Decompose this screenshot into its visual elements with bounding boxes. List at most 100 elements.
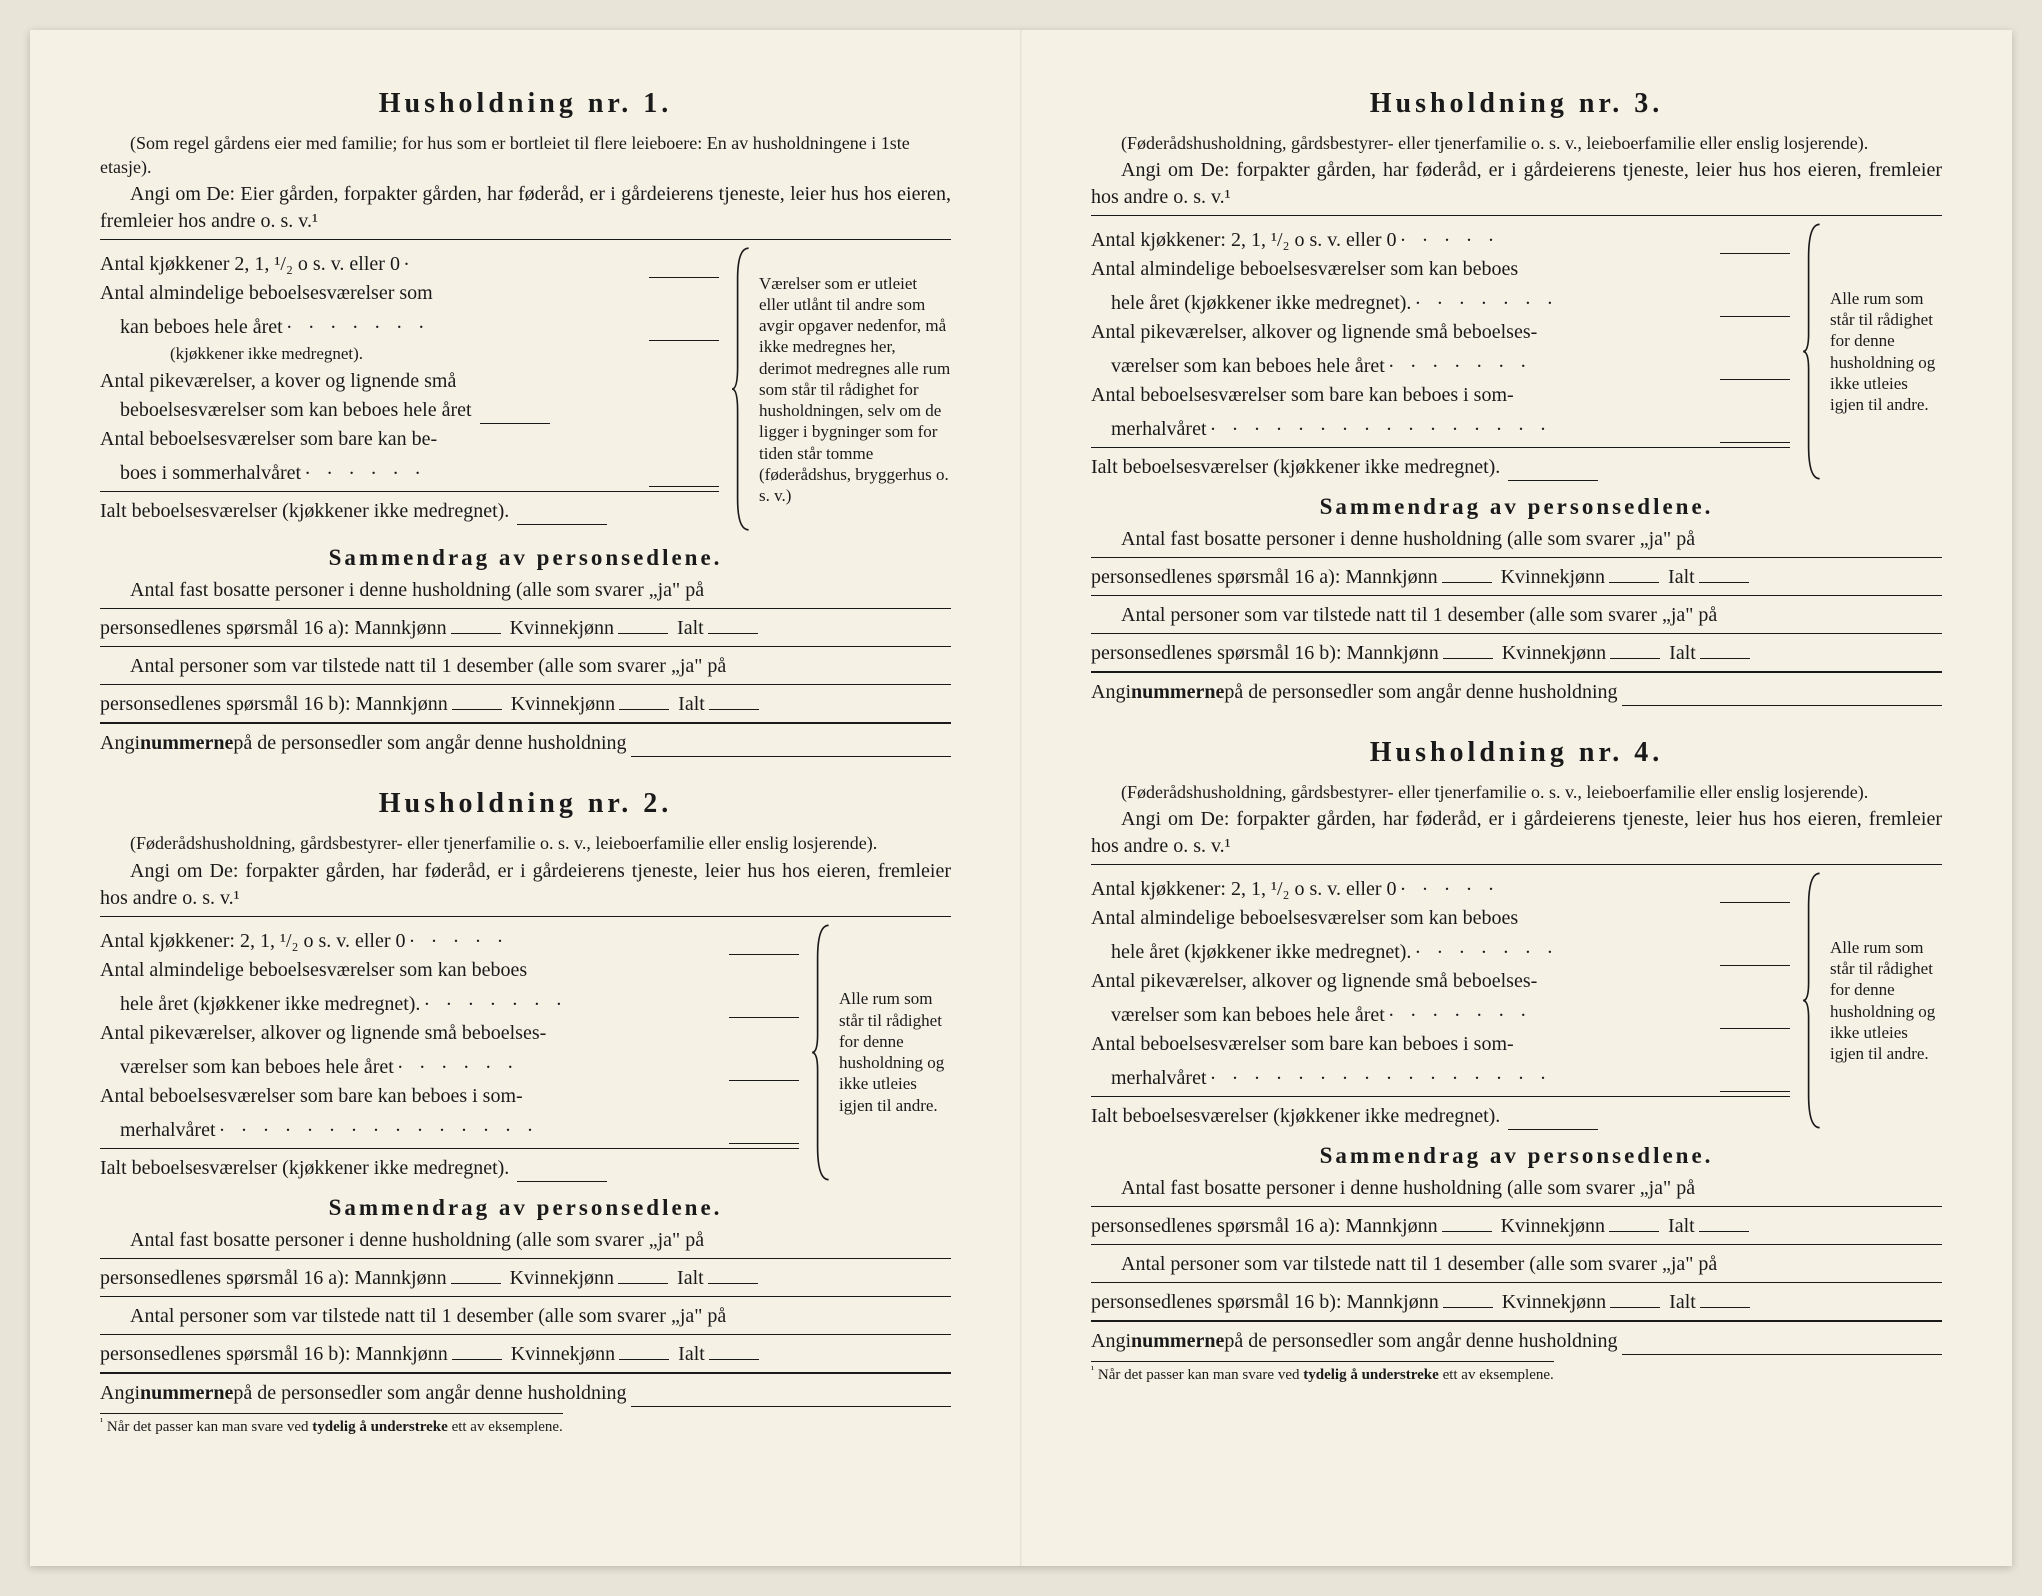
dots: . . . . . . .	[424, 986, 725, 1014]
rooms-year-field[interactable]	[649, 324, 719, 341]
female-field[interactable]	[619, 693, 669, 710]
label: Ialt beboelsesværelser (kjøkkener ikke m…	[100, 1155, 509, 1182]
total-field[interactable]	[1699, 1215, 1749, 1232]
household-2: Husholdning nr. 2. (Føderådshusholdning,…	[100, 785, 951, 1438]
label: merhalvåret	[1091, 1065, 1207, 1092]
summer-field[interactable]	[649, 470, 719, 487]
angi-field[interactable]	[631, 1390, 951, 1407]
male-field[interactable]	[1442, 566, 1492, 583]
footnote-text: ¹ Når det passer kan man svare ved tydel…	[100, 1413, 563, 1437]
rooms-list: Antal kjøkkener: 2, 1, ¹/₂ o s. v. eller…	[1091, 871, 1790, 1130]
summer-field[interactable]	[1720, 1075, 1790, 1092]
rule	[1091, 633, 1942, 634]
total-field[interactable]	[709, 693, 759, 710]
maid-row-2: beboelsesværelser som kan beboes hele år…	[100, 397, 719, 424]
rooms-year-row: Antal almindelige beboelsesværelser som	[100, 280, 719, 307]
footnote-text: ¹ Når det passer kan man svare ved tydel…	[1091, 1361, 1554, 1385]
summer-field[interactable]	[729, 1127, 799, 1144]
total-field[interactable]	[709, 1343, 759, 1360]
label: Ialt beboelsesværelser (kjøkkener ikke m…	[1091, 1103, 1500, 1130]
angi-bold: nummerne	[1131, 679, 1224, 706]
kitchens-field[interactable]	[729, 938, 799, 955]
label: merhalvåret	[100, 1117, 216, 1144]
dots: . . . . . . .	[1415, 285, 1716, 313]
rule	[1091, 1244, 1942, 1245]
male-field[interactable]	[452, 1343, 502, 1360]
total-field[interactable]	[1508, 1113, 1598, 1130]
maid-field[interactable]	[480, 407, 550, 424]
kitchens-field[interactable]	[1720, 237, 1790, 254]
residents-intro: Antal fast bosatte personer i denne hush…	[100, 577, 951, 604]
female-field[interactable]	[1609, 566, 1659, 583]
maid-field[interactable]	[1720, 363, 1790, 380]
angi-row: Angi nummerne på de personsedler som ang…	[100, 1380, 951, 1407]
male-field[interactable]	[1443, 1291, 1493, 1308]
rule	[100, 239, 951, 240]
rooms-year-field[interactable]	[729, 1001, 799, 1018]
female-field[interactable]	[618, 617, 668, 634]
female-field[interactable]	[619, 1343, 669, 1360]
household-3-title: Husholdning nr. 3.	[1091, 85, 1942, 123]
maid-row: Antal pikeværelser, alkover og lignende …	[100, 1020, 799, 1047]
female-field[interactable]	[618, 1267, 668, 1284]
angi-field[interactable]	[1622, 689, 1942, 706]
household-3-rooms: Antal kjøkkener: 2, 1, ¹/₂ o s. v. eller…	[1091, 222, 1942, 481]
dots: . . . . . . . . . . . . . . . .	[1211, 1060, 1717, 1088]
total-field[interactable]	[708, 617, 758, 634]
maid-field[interactable]	[1720, 1012, 1790, 1029]
rooms-list: Antal kjøkkener: 2, 1, ¹/₂ o s. v. eller…	[1091, 222, 1790, 481]
maid-row: Antal pikeværelser, alkover og lignende …	[1091, 319, 1790, 346]
label: personsedlenes spørsmål 16 a): Mannkjønn	[1091, 1215, 1438, 1237]
label: Kvinnekjønn	[1501, 1215, 1605, 1237]
dots: . . . . . .	[398, 1049, 725, 1077]
total-field[interactable]	[1699, 566, 1749, 583]
total-field[interactable]	[517, 508, 607, 525]
rooms-year-field[interactable]	[1720, 949, 1790, 966]
angi-pre: Angi	[1091, 1328, 1131, 1355]
male-field[interactable]	[452, 693, 502, 710]
angi-pre: Angi	[100, 1380, 140, 1407]
summer-row-2: boes i sommerhalvåret . . . . . .	[100, 455, 719, 487]
curly-brace-icon	[731, 246, 753, 532]
angi-row: Angi nummerne på de personsedler som ang…	[1091, 1328, 1942, 1355]
label: Antal beboelsesværelser som bare kan beb…	[1091, 1031, 1514, 1058]
rule	[1091, 1282, 1942, 1283]
label: Antal pikeværelser, alkover og lignende …	[100, 1020, 546, 1047]
kitchens-field[interactable]	[1720, 886, 1790, 903]
total-field[interactable]	[708, 1267, 758, 1284]
rooms-list: Antal kjøkkener: 2, 1, ¹/₂ o s. v. eller…	[100, 923, 799, 1182]
rooms-year-row-2: kan beboes hele året . . . . . . .	[100, 309, 719, 341]
male-field[interactable]	[1442, 1215, 1492, 1232]
total-field[interactable]	[1508, 464, 1598, 481]
kitchens-label: Antal kjøkkener 2, 1, ¹/₂ o s. v. eller …	[100, 251, 400, 278]
label: (kjøkkener ikke medregnet).	[170, 343, 363, 366]
label: personsedlenes spørsmål 16 b): Mannkjønn	[1091, 1291, 1439, 1313]
label: kan beboes hele året	[100, 314, 283, 341]
male-field[interactable]	[451, 1267, 501, 1284]
total-field[interactable]	[1700, 642, 1750, 659]
q16b-row: personsedlenes spørsmål 16 b): Mannkjønn…	[100, 1341, 951, 1368]
male-field[interactable]	[1443, 642, 1493, 659]
maid-row: Antal pikeværelser, a kover og lignende …	[100, 368, 719, 395]
rooms-year-field[interactable]	[1720, 300, 1790, 317]
rooms-year-row: Antal almindelige beboelsesværelser som …	[1091, 256, 1790, 283]
dots: . . . . .	[1401, 222, 1717, 250]
dots: . . . . .	[410, 923, 726, 951]
kvinne-label: Kvinnekjønn	[510, 617, 614, 639]
summer-field[interactable]	[1720, 426, 1790, 443]
maid-field[interactable]	[729, 1064, 799, 1081]
female-field[interactable]	[1610, 1291, 1660, 1308]
dots: . . . . . . .	[1415, 934, 1716, 962]
female-field[interactable]	[1609, 1215, 1659, 1232]
label: personsedlenes spørsmål 16 a): Mannkjønn	[1091, 566, 1438, 588]
label: Kvinnekjønn	[511, 1343, 615, 1365]
angi-field[interactable]	[631, 740, 951, 757]
total-field[interactable]	[1700, 1291, 1750, 1308]
left-page: Husholdning nr. 1. (Som regel gårdens ei…	[30, 30, 1021, 1566]
kitchens-field[interactable]	[649, 261, 719, 278]
angi-field[interactable]	[1622, 1338, 1942, 1355]
residents-intro: Antal fast bosatte personer i denne hush…	[1091, 1175, 1942, 1202]
male-field[interactable]	[451, 617, 501, 634]
female-field[interactable]	[1610, 642, 1660, 659]
total-field[interactable]	[517, 1165, 607, 1182]
